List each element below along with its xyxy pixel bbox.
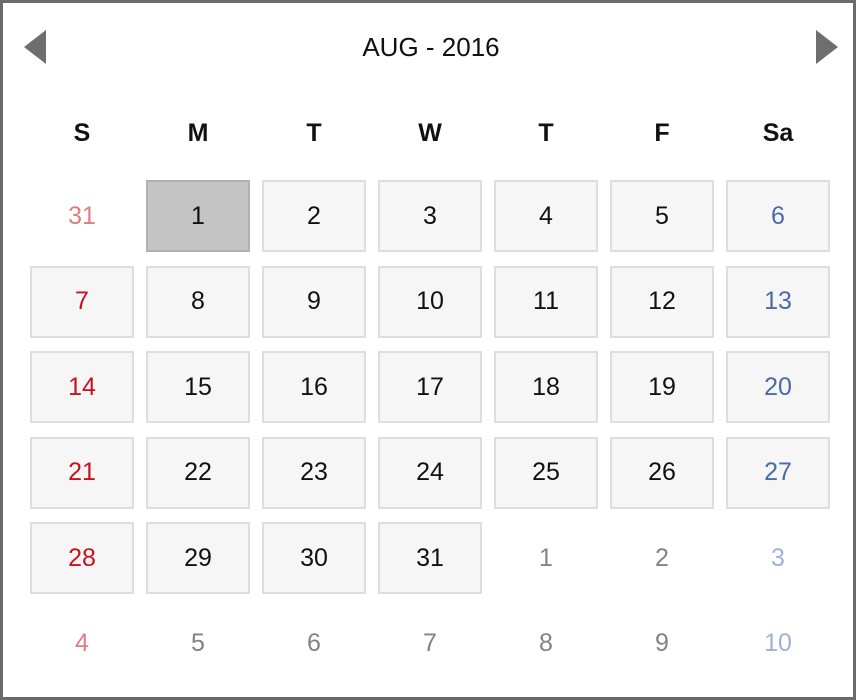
day-cell[interactable]: 9 [262, 265, 366, 338]
previous-month-arrow-icon[interactable] [24, 30, 46, 64]
day-grid: 31 1 2 3 4 5 6 7 8 9 10 11 12 13 14 15 16 17 18 19 20 21 22 23 2… [24, 180, 836, 693]
day-cell-outside-month: 5 [191, 629, 205, 657]
day-cell-outside-month: 2 [655, 543, 669, 572]
day-cell-outside-month: 31 [68, 201, 96, 230]
day-cell[interactable]: 16 [262, 351, 366, 423]
day-cell[interactable]: 5 [610, 180, 714, 252]
day-cell[interactable]: 30 [262, 522, 366, 594]
day-cell[interactable]: 13 [726, 265, 830, 338]
day-cell-outside-month: 7 [423, 629, 437, 657]
weekday-label: M [187, 119, 209, 147]
day-cell[interactable]: 28 [30, 522, 134, 594]
month-year-title: AUG - 2016 [362, 32, 500, 62]
day-cell-outside-month: 4 [75, 629, 89, 657]
day-cell[interactable]: 22 [146, 436, 250, 509]
day-cell[interactable]: 20 [726, 351, 830, 423]
day-cell[interactable]: 14 [30, 351, 134, 423]
day-cell[interactable]: 31 [378, 522, 482, 594]
day-cell[interactable]: 27 [726, 436, 830, 509]
weekday-header-row: S M T W T F Sa [24, 116, 836, 150]
day-cell-outside-month: 1 [539, 543, 553, 572]
day-cell-selected[interactable]: 1 [146, 180, 250, 252]
weekday-label: W [418, 119, 442, 147]
day-cell-outside-month: 3 [771, 543, 785, 572]
day-cell[interactable]: 24 [378, 436, 482, 509]
day-cell-outside-month: 9 [655, 629, 669, 657]
day-cell[interactable]: 4 [494, 180, 598, 252]
weekday-label: F [654, 119, 670, 147]
day-cell[interactable]: 2 [262, 180, 366, 252]
day-cell[interactable]: 19 [610, 351, 714, 423]
day-cell[interactable]: 3 [378, 180, 482, 252]
day-cell[interactable]: 8 [146, 265, 250, 338]
weekday-label: T [306, 119, 322, 147]
weekday-label: T [538, 119, 554, 147]
day-cell[interactable]: 21 [30, 436, 134, 509]
day-cell-outside-month: 8 [539, 629, 553, 657]
day-cell[interactable]: 18 [494, 351, 598, 423]
weekday-label: S [73, 119, 91, 147]
day-cell[interactable]: 7 [30, 265, 134, 338]
day-cell[interactable]: 12 [610, 265, 714, 338]
weekday-label: Sa [762, 119, 794, 147]
day-cell[interactable]: 25 [494, 436, 598, 509]
day-cell[interactable]: 29 [146, 522, 250, 594]
day-cell[interactable]: 23 [262, 436, 366, 509]
day-cell[interactable]: 6 [726, 180, 830, 252]
day-cell[interactable]: 11 [494, 265, 598, 338]
day-cell[interactable]: 10 [378, 265, 482, 338]
day-cell-outside-month: 6 [307, 629, 321, 657]
day-cell[interactable]: 15 [146, 351, 250, 423]
day-cell-outside-month: 10 [764, 629, 792, 657]
day-cell[interactable]: 17 [378, 351, 482, 423]
next-month-arrow-icon[interactable] [816, 30, 838, 64]
day-cell[interactable]: 26 [610, 436, 714, 509]
